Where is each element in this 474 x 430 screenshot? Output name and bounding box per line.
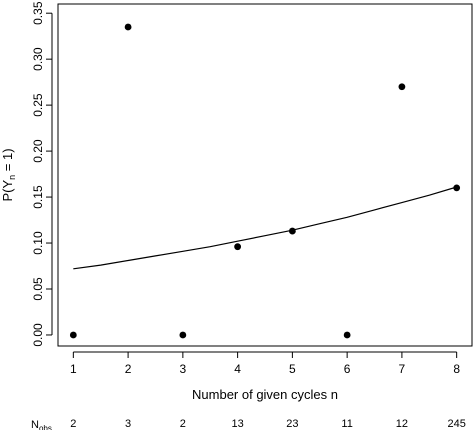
nobs-value: 13 — [231, 418, 243, 430]
x-axis: 1 2 3 4 5 6 7 8 — [70, 351, 460, 376]
data-point — [179, 331, 187, 339]
nobs-label-sub: obs — [39, 424, 52, 430]
nobs-value: 2 — [70, 418, 76, 430]
nobs-value: 11 — [341, 418, 352, 430]
y-axis-title-sub: n — [7, 175, 17, 180]
x-tick-label: 6 — [344, 362, 351, 376]
y-axis-title-rest: = 1) — [0, 148, 15, 174]
y-tick-label: 0.30 — [31, 47, 45, 71]
x-tick-label: 7 — [399, 362, 406, 376]
y-tick-label: 0.15 — [31, 185, 45, 209]
nobs-value: 23 — [286, 418, 298, 430]
data-point — [288, 227, 296, 235]
nobs-value: 2 — [180, 418, 186, 430]
y-tick-label: 0.10 — [31, 231, 45, 255]
x-tick-label: 3 — [180, 362, 187, 376]
y-tick-label: 0.20 — [31, 139, 45, 163]
data-point — [398, 83, 406, 91]
y-axis: 0.00 0.05 0.10 0.15 0.20 0.25 0.30 0.35 — [31, 1, 53, 347]
data-point — [69, 331, 77, 339]
plot-frame — [57, 3, 473, 347]
x-axis-title: Number of given cycles n — [192, 387, 338, 402]
x-tick-label: 8 — [453, 362, 460, 376]
nobs-value: 12 — [396, 418, 408, 430]
y-tick-label: 0.00 — [31, 323, 45, 347]
nobs-values: 2 3 2 13 23 11 12 245 — [70, 418, 466, 430]
y-axis-title: P(Yn = 1) — [0, 148, 17, 201]
y-tick-label: 0.35 — [31, 1, 45, 25]
nobs-value: 3 — [125, 418, 131, 430]
data-point — [234, 243, 242, 251]
x-tick-label: 4 — [234, 362, 241, 376]
x-tick-label: 1 — [70, 362, 77, 376]
x-tick-label: 5 — [289, 362, 296, 376]
nobs-label: Nobs — [31, 419, 52, 430]
y-tick-label: 0.05 — [31, 277, 45, 301]
x-tick-label: 2 — [125, 362, 132, 376]
y-axis-title-main: P(Y — [0, 180, 15, 202]
nobs-value: 245 — [447, 418, 465, 430]
data-point — [124, 23, 132, 31]
data-points — [69, 23, 461, 339]
nobs-label-main: N — [31, 419, 39, 430]
data-point — [343, 331, 351, 339]
fit-curve — [73, 186, 457, 270]
data-point — [453, 184, 461, 192]
y-tick-label: 0.25 — [31, 93, 45, 117]
